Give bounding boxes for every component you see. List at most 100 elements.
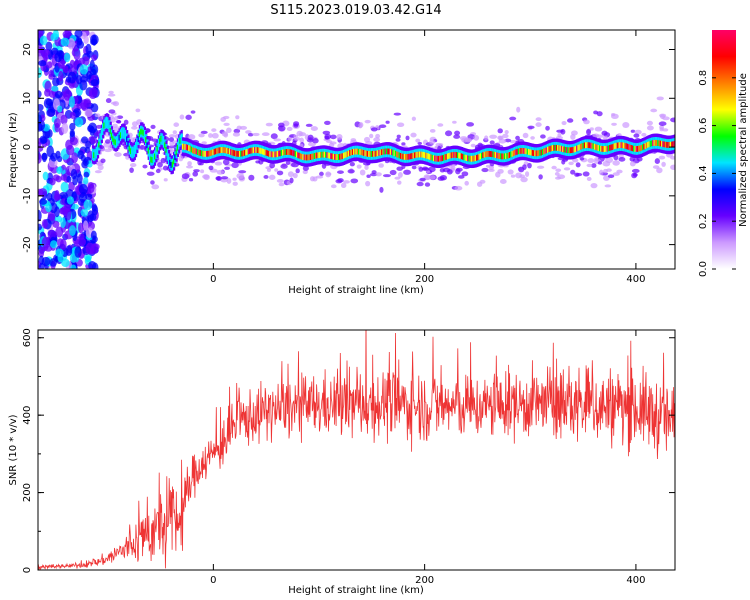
spectrogram-cell <box>176 144 180 151</box>
colorbar-tick-label: 0.8 <box>698 70 709 86</box>
spectrogram-cell <box>358 148 361 155</box>
spectrogram-cell <box>570 130 578 136</box>
spectrogram-cell <box>590 142 593 149</box>
spectrogram-cell <box>224 166 230 170</box>
spectrogram-cell <box>592 143 595 150</box>
spectrogram-cell <box>515 149 518 156</box>
spectrogram-cell <box>82 56 90 66</box>
spectrogram-cell <box>486 151 489 158</box>
spectrogram-cell <box>53 118 61 128</box>
snr-series-line <box>38 330 675 570</box>
spectrogram-cell <box>76 40 85 49</box>
spectrogram-cell <box>539 149 542 156</box>
spectrogram-xtick-label: 0 <box>210 274 216 285</box>
spectrogram-cell <box>282 149 285 156</box>
spectrogram-cell <box>443 154 446 161</box>
spectrogram-cell <box>38 104 44 111</box>
spectrogram-cell <box>247 148 250 155</box>
spectrogram-cell <box>418 151 422 158</box>
spectrogram-cell <box>188 177 194 182</box>
spectrogram-cell <box>245 130 252 134</box>
spectrogram-cell <box>314 152 318 159</box>
spectrogram-cell <box>115 120 121 124</box>
spectrogram-cell <box>533 150 536 157</box>
spectrogram-cell <box>294 151 297 157</box>
spectrogram-cell <box>97 164 104 171</box>
spectrogram-cell <box>489 134 498 139</box>
spectrogram-cell <box>58 70 64 82</box>
spectrogram-cell <box>555 176 561 180</box>
spectrogram-cell <box>612 143 616 150</box>
spectrogram-cell <box>602 135 608 140</box>
spectrogram-cell <box>76 173 83 184</box>
spectrogram-cell <box>672 141 675 148</box>
spectrogram-cell <box>42 171 49 181</box>
spectrogram-cell <box>278 182 285 187</box>
spectrogram-cell <box>80 208 89 217</box>
spectrogram-cell <box>397 172 403 178</box>
spectrogram-cell <box>350 138 357 142</box>
spectrogram-cell <box>587 142 590 149</box>
spectrogram-cell <box>185 114 192 120</box>
spectrogram-cell <box>79 64 89 75</box>
colorbar-tick-label: 0.4 <box>698 165 709 181</box>
spectrogram-cell <box>429 129 436 133</box>
spectrogram-cell <box>208 150 211 157</box>
spectrogram-cell <box>375 172 382 177</box>
spectrogram-cell <box>446 168 453 175</box>
spectrogram-cell <box>242 150 245 157</box>
spectrogram-cell <box>337 170 344 174</box>
spectrogram-cell <box>619 142 622 149</box>
spectrogram-cell <box>38 60 47 67</box>
spectrogram-cell <box>280 149 283 156</box>
spectrogram-cell <box>629 161 636 167</box>
spectrogram-cell <box>584 142 588 149</box>
spectrogram-cell <box>63 65 69 74</box>
spectrogram-cell <box>397 180 402 185</box>
spectrogram-cell <box>147 147 150 154</box>
spectrogram-cell <box>167 156 171 163</box>
spectrogram-cell <box>189 145 192 152</box>
spectrogram-cell <box>99 136 102 143</box>
spectrogram-cell <box>640 144 643 151</box>
spectrogram-cell <box>222 159 230 166</box>
spectrogram-cell <box>66 144 75 156</box>
spectrogram-cell <box>108 90 114 94</box>
spectrogram-cell <box>202 174 210 179</box>
spectrogram-cell <box>315 175 324 179</box>
spectrogram-cell <box>644 143 647 149</box>
spectrogram-cell <box>567 147 570 154</box>
spectrogram-cell <box>535 150 538 157</box>
spectrogram-cell <box>616 169 623 174</box>
spectrogram-cell <box>359 169 366 176</box>
spectrogram-cell <box>246 149 249 155</box>
spectrogram-cell <box>88 260 97 269</box>
spectrogram-cell <box>44 88 51 97</box>
spectrogram-cell <box>454 185 463 191</box>
spectrogram-cell <box>226 127 232 133</box>
spectrogram-cell <box>411 116 416 121</box>
spectrogram-cell <box>87 183 95 194</box>
spectrogram-cell <box>319 171 324 177</box>
spectrogram-cell <box>561 159 566 165</box>
spectrogram-cell <box>454 130 461 136</box>
spectrogram-cell <box>211 149 214 156</box>
spectrogram-cell <box>318 152 321 158</box>
spectrogram-cell <box>411 165 417 170</box>
spectrogram-cell <box>325 151 328 158</box>
spectrogram-cell <box>38 67 43 78</box>
spectrogram-cell <box>392 149 395 156</box>
spectrogram-cell <box>473 155 476 162</box>
spectrogram-cell <box>586 176 592 182</box>
spectrogram-cell <box>510 151 513 158</box>
spectrogram-cell <box>673 140 675 147</box>
spectrogram-cell <box>91 151 95 158</box>
spectrogram-cell <box>78 183 88 195</box>
spectrogram-cell <box>469 155 472 162</box>
spectrogram-cell <box>391 149 394 156</box>
spectrogram-cell <box>83 176 89 185</box>
spectrogram-cell <box>620 142 623 149</box>
spectrogram-cell <box>285 160 291 165</box>
spectrogram-cell <box>93 152 96 159</box>
spectrogram-cell <box>479 153 482 160</box>
